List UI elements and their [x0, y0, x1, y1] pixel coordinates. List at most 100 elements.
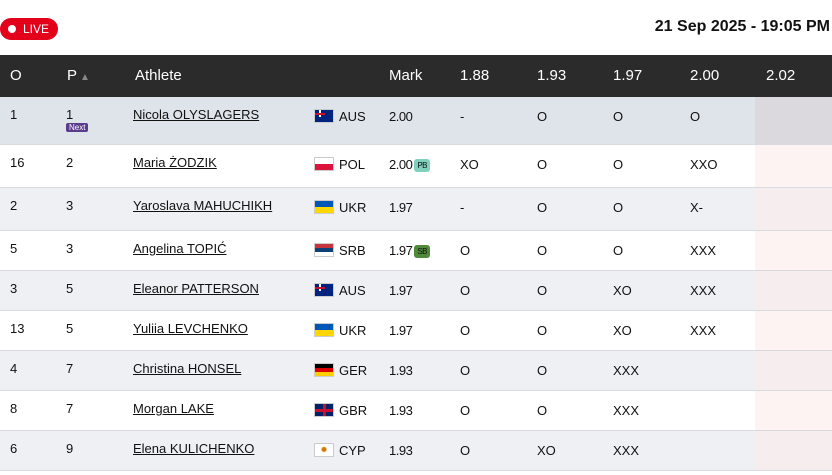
- sb-badge: SB: [414, 245, 430, 259]
- table-header: O P ▲ Athlete Mark 1.88 1.93 1.97 2.00 2.…: [0, 55, 832, 97]
- table-row: 1 1 Next Nicola OLYSLAGERS AUS 2.00 - O O O: [0, 97, 832, 145]
- mark: 1.97: [389, 323, 413, 338]
- table-row: 4 7 Christina HONSEL GER 1.93 O O XXX: [0, 351, 832, 391]
- country-code: GER: [339, 363, 368, 378]
- pb-badge: PB: [414, 159, 430, 173]
- mark: 1.93: [389, 443, 413, 458]
- athlete-name-link[interactable]: Nicola OLYSLAGERS: [133, 107, 260, 122]
- attempt-result: O: [613, 200, 624, 215]
- header-mark[interactable]: Mark: [389, 67, 423, 84]
- attempt-result: XXX: [613, 363, 640, 378]
- header-height: 1.97: [613, 67, 643, 84]
- attempt-result: O: [613, 109, 624, 124]
- flag-aus-icon: [314, 109, 334, 123]
- country-code: SRB: [339, 243, 366, 258]
- flag-ger-icon: [314, 363, 334, 377]
- mark: 1.93: [389, 363, 413, 378]
- mark: 1.97 SB: [389, 243, 430, 259]
- table-row: 13 5 Yuliia LEVCHENKO UKR 1.97 O O XO XXX: [0, 311, 832, 351]
- attempt-result: X-: [690, 200, 703, 215]
- flag-cyp-icon: [314, 443, 334, 457]
- attempt-result: O: [537, 283, 548, 298]
- attempt-result: O: [460, 403, 471, 418]
- flag-ukr-icon: [314, 200, 334, 214]
- flag-gbr-icon: [314, 403, 334, 417]
- attempt-result: O: [537, 363, 548, 378]
- mark: 2.00: [389, 109, 413, 124]
- table-row: 3 5 Eleanor PATTERSON AUS 1.97 O O XO XXX: [0, 271, 832, 311]
- athlete-name-link[interactable]: Maria ŻODZIK: [133, 155, 217, 170]
- place: 9: [66, 441, 74, 456]
- country-code: UKR: [339, 200, 367, 215]
- mark: 1.93: [389, 403, 413, 418]
- results-table: O P ▲ Athlete Mark 1.88 1.93 1.97 2.00 2.…: [0, 55, 832, 471]
- attempt-result: XXX: [690, 283, 717, 298]
- live-badge: LIVE: [0, 18, 58, 40]
- place: 3: [66, 241, 74, 256]
- table-row: 16 2 Maria ŻODZIK POL 2.00 PB XO O O XXO: [0, 145, 832, 188]
- triangle-up-icon: ▲: [80, 72, 90, 83]
- flag-ukr-icon: [314, 323, 334, 337]
- order-number: 8: [10, 401, 18, 416]
- country-code: AUS: [339, 109, 366, 124]
- order-number: 2: [10, 198, 18, 213]
- header-athlete[interactable]: Athlete: [135, 67, 182, 84]
- order-number: 13: [10, 321, 25, 336]
- attempt-result: O: [537, 323, 548, 338]
- attempt-result: XO: [537, 443, 556, 458]
- attempt-result: O: [460, 443, 471, 458]
- attempt-result: O: [690, 109, 701, 124]
- order-number: 6: [10, 441, 18, 456]
- country-code: CYP: [339, 443, 366, 458]
- attempt-result: O: [537, 157, 548, 172]
- attempt-result: O: [460, 323, 471, 338]
- attempt-result: O: [460, 363, 471, 378]
- attempt-result: XXX: [613, 403, 640, 418]
- table-row: 5 3 Angelina TOPIĆ SRB 1.97 SB O O O XXX: [0, 231, 832, 271]
- attempt-result: XXX: [690, 243, 717, 258]
- place: 7: [66, 401, 74, 416]
- header-order[interactable]: O: [10, 67, 22, 84]
- live-label: LIVE: [23, 22, 50, 36]
- order-number: 5: [10, 241, 18, 256]
- athlete-name-link[interactable]: Christina HONSEL: [133, 361, 242, 376]
- place: 3: [66, 198, 74, 213]
- header-place[interactable]: P ▲: [67, 67, 90, 84]
- attempt-result: O: [537, 243, 548, 258]
- flag-aus-icon: [314, 283, 334, 297]
- datetime: 21 Sep 2025 - 19:05 PM: [654, 18, 830, 35]
- attempt-result: O: [537, 200, 548, 215]
- attempt-result: XXO: [690, 157, 718, 172]
- flag-srb-icon: [314, 243, 334, 257]
- athlete-name-link[interactable]: Yaroslava MAHUCHIKH: [133, 198, 273, 213]
- attempt-result: O: [613, 157, 624, 172]
- athlete-name-link[interactable]: Yuliia LEVCHENKO: [133, 321, 248, 336]
- table-row: 2 3 Yaroslava MAHUCHIKH UKR 1.97 - O O X-: [0, 188, 832, 231]
- order-number: 3: [10, 281, 18, 296]
- attempt-result: O: [460, 283, 471, 298]
- country-code: POL: [339, 157, 366, 172]
- header-height: 2.00: [690, 67, 720, 84]
- header-height: 2.02: [766, 67, 796, 84]
- athlete-name-link[interactable]: Elena KULICHENKO: [133, 441, 255, 456]
- place: 1: [66, 107, 74, 122]
- place: 5: [66, 321, 74, 336]
- mark: 2.00 PB: [389, 157, 430, 173]
- order-number: 1: [10, 107, 18, 122]
- place: 5: [66, 281, 74, 296]
- attempt-result: O: [460, 243, 471, 258]
- attempt-result: XO: [460, 157, 479, 172]
- mark: 1.97: [389, 200, 413, 215]
- place: 2: [66, 155, 74, 170]
- athlete-name-link[interactable]: Eleanor PATTERSON: [133, 281, 259, 296]
- attempt-result: O: [537, 403, 548, 418]
- country-code: AUS: [339, 283, 366, 298]
- order-number: 16: [10, 155, 25, 170]
- athlete-name-link[interactable]: Morgan LAKE: [133, 401, 214, 416]
- mark: 1.97: [389, 283, 413, 298]
- athlete-name-link[interactable]: Angelina TOPIĆ: [133, 241, 227, 256]
- place: 7: [66, 361, 74, 376]
- attempt-result: -: [460, 200, 465, 215]
- attempt-result: XXX: [613, 443, 640, 458]
- header-height: 1.88: [460, 67, 490, 84]
